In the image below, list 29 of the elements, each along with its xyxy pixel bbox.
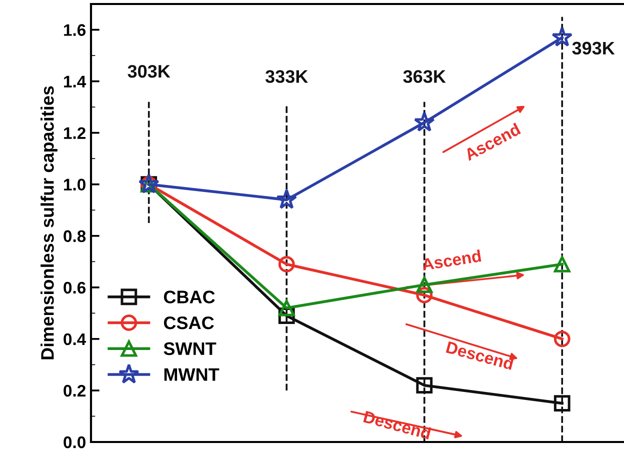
y-tick-label: 1.2 <box>64 127 86 139</box>
legend-label: MWNT <box>164 368 220 381</box>
point <box>414 112 435 132</box>
y-tick-label: 0.2 <box>64 384 86 397</box>
point <box>278 300 295 316</box>
y-tick-label: 0.6 <box>64 282 86 294</box>
y-tick-label: 1.4 <box>64 76 86 88</box>
y-axis-title: Dimensionless sulfur capacities <box>40 86 58 360</box>
y-tick-label: 0.4 <box>64 333 86 346</box>
x-tick-label: 393K <box>572 42 615 55</box>
point <box>554 256 570 272</box>
point <box>416 377 433 394</box>
x-tick-label: 363K <box>403 70 446 83</box>
point <box>276 188 298 209</box>
x-tick-label: 333K <box>265 70 308 83</box>
legend-label: SWNT <box>164 342 216 356</box>
y-tick-label: 0.8 <box>64 230 86 242</box>
point <box>552 26 573 47</box>
point <box>278 256 295 272</box>
x-tick-label: 303K <box>128 64 170 78</box>
point <box>554 330 570 348</box>
annotation: Ascend <box>421 249 482 271</box>
y-tick-label: 1.6 <box>64 24 86 36</box>
legend-label: CSAC <box>164 316 214 330</box>
y-tick-label: 0.0 <box>64 436 86 448</box>
y-tick-label: 1.0 <box>64 178 86 191</box>
point <box>416 276 433 294</box>
legend-label: CBAC <box>164 290 215 304</box>
point <box>554 395 570 412</box>
